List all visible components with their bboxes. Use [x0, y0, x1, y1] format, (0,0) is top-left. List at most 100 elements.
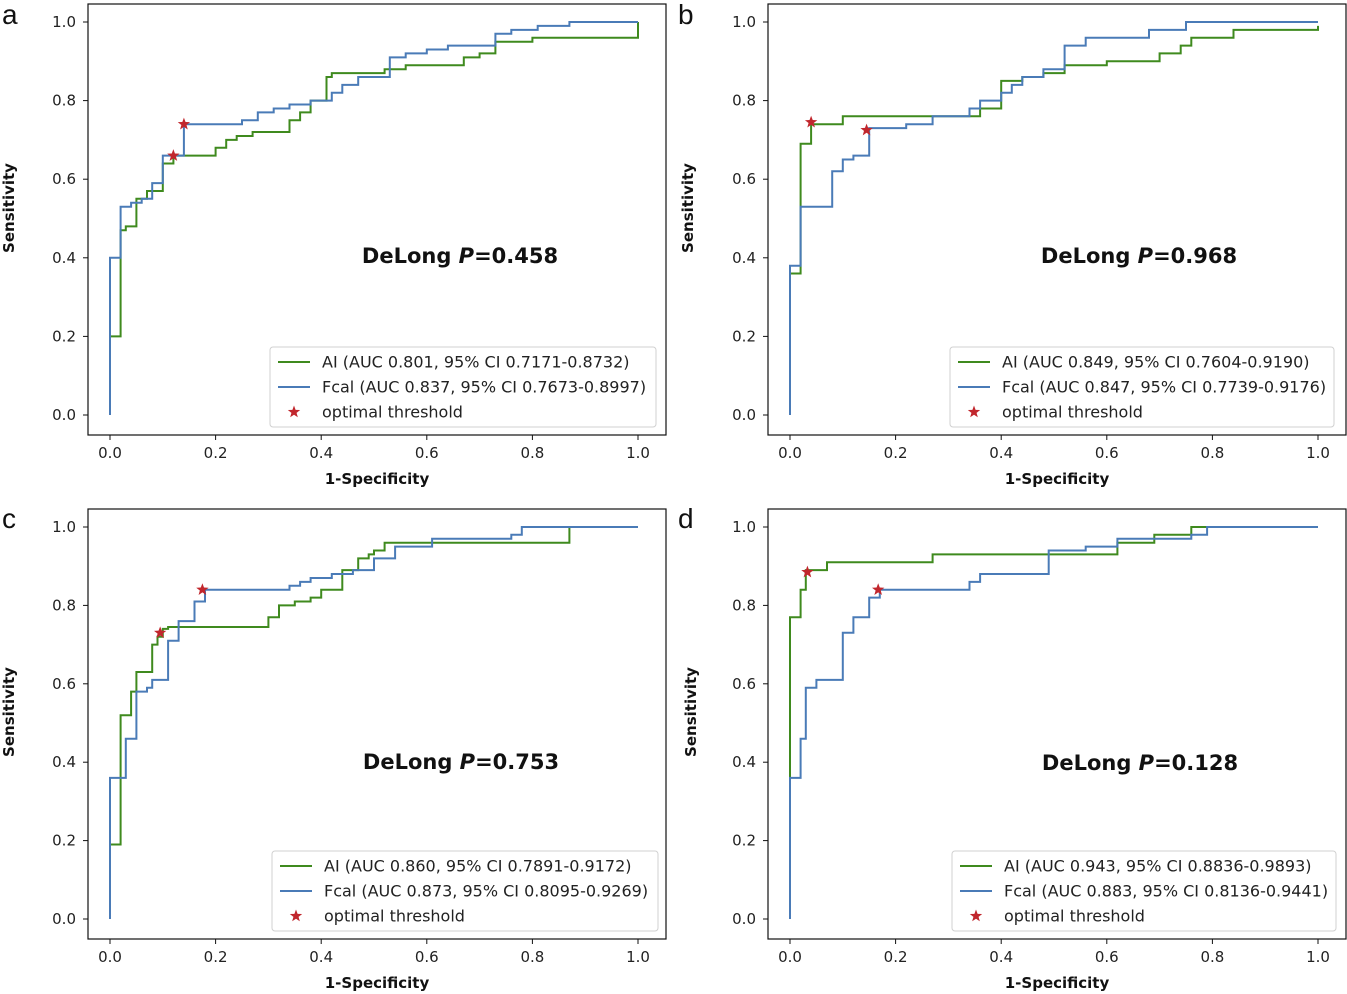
legend-entry-fcal: Fcal (AUC 0.847, 95% CI 0.7739-0.9176) [1002, 378, 1326, 397]
x-tick-label: 0.2 [204, 948, 228, 966]
roc-line-fcal [109, 21, 638, 415]
y-tick-label: 0.6 [52, 170, 76, 188]
y-tick-label: 1.0 [52, 518, 76, 536]
y-tick-label: 0.0 [732, 910, 756, 928]
delong-annotation: DeLong P=0.128 [1042, 751, 1238, 775]
x-tick-label: 1.0 [1306, 948, 1330, 966]
x-tick-label: 0.8 [520, 948, 544, 966]
panel-d: d 0.0 0.2 0.4 0.6 0.8 1.0 0.0 0.2 0.4 0.6 0.8 1.0 1-S… [678, 503, 1347, 992]
y-axis-label: Sensitivity [679, 163, 697, 253]
x-tick-label: 0.4 [989, 948, 1013, 966]
y-tick-label: 0.2 [732, 832, 756, 850]
legend-box [949, 346, 1335, 428]
x-tick-label: 0.4 [309, 948, 333, 966]
threshold-star-fcal [860, 123, 873, 136]
panel-letter: b [678, 0, 694, 30]
x-tick-label: 0.2 [884, 948, 908, 966]
delong-annotation: DeLong P=0.753 [363, 750, 559, 774]
x-axis-label: 1-Specificity [1005, 974, 1110, 992]
y-tick-label: 1.0 [732, 518, 756, 536]
y-tick-label: 0.0 [732, 406, 756, 424]
x-tick-label: 0.6 [1095, 444, 1119, 462]
y-tick-label: 0.8 [732, 596, 756, 614]
legend-entry-threshold: optimal threshold [324, 907, 465, 926]
x-tick-label: 0.0 [778, 948, 802, 966]
x-tick-label: 0.4 [989, 444, 1013, 462]
y-tick-label: 0.8 [52, 596, 76, 614]
x-axis-label: 1-Specificity [325, 470, 430, 488]
legend-entry-ai: AI (AUC 0.849, 95% CI 0.7604-0.9190) [1002, 353, 1310, 372]
y-tick-label: 0.2 [52, 832, 76, 850]
legend-box [951, 850, 1337, 932]
legend-star-icon [969, 909, 983, 922]
y-axis-label: Sensitivity [0, 667, 18, 757]
legend-star-icon [287, 405, 301, 418]
axes-frame [767, 508, 1347, 940]
legend-entry-threshold: optimal threshold [1002, 403, 1143, 422]
panel-a: a 0.0 0.2 0.4 0.6 0.8 1.0 0.0 0.2 0.4 0.6 0.8 1.0 1-S… [0, 0, 667, 488]
threshold-star-fcal [871, 583, 885, 595]
legend: AI (AUC 0.860, 95% CI 0.7891-0.9172) Fcal… [271, 850, 659, 932]
delong-annotation: DeLong P=0.458 [362, 244, 558, 268]
x-tick-label: 0.8 [1200, 948, 1224, 966]
threshold-star-fcal [177, 117, 191, 130]
axes-frame [767, 3, 1347, 436]
y-tick-label: 0.4 [732, 249, 756, 267]
legend: AI (AUC 0.943, 95% CI 0.8836-0.9893) Fcal… [951, 850, 1337, 932]
x-tick-label: 0.0 [98, 444, 122, 462]
legend-entry-ai: AI (AUC 0.801, 95% CI 0.7171-0.8732) [322, 353, 630, 372]
axes-frame [87, 3, 667, 436]
legend-entry-fcal: Fcal (AUC 0.873, 95% CI 0.8095-0.9269) [324, 882, 648, 901]
y-tick-label: 0.4 [52, 753, 76, 771]
legend-box [271, 850, 659, 932]
x-tick-label: 0.4 [309, 444, 333, 462]
y-tick-label: 0.0 [52, 910, 76, 928]
y-tick-label: 1.0 [52, 13, 76, 31]
legend: AI (AUC 0.849, 95% CI 0.7604-0.9190) Fcal… [949, 346, 1335, 428]
x-tick-label: 0.0 [98, 948, 122, 966]
y-tick-label: 0.2 [52, 327, 76, 345]
roc-line-fcal [109, 526, 638, 919]
y-tick-label: 0.4 [732, 753, 756, 771]
roc-line-fcal [789, 21, 1318, 415]
y-tick-label: 0.4 [52, 249, 76, 267]
legend-entry-threshold: optimal threshold [322, 403, 463, 422]
y-axis-label: Sensitivity [0, 163, 18, 253]
x-axis-label: 1-Specificity [1005, 470, 1110, 488]
threshold-star-ai [804, 115, 818, 128]
x-tick-label: 0.8 [1200, 444, 1224, 462]
threshold-star-fcal [196, 583, 209, 595]
axes-frame [87, 508, 667, 940]
legend-entry-fcal: Fcal (AUC 0.883, 95% CI 0.8136-0.9441) [1004, 882, 1328, 901]
legend-entry-threshold: optimal threshold [1004, 907, 1145, 926]
legend-entry-ai: AI (AUC 0.943, 95% CI 0.8836-0.9893) [1004, 857, 1312, 876]
x-tick-label: 0.6 [1095, 948, 1119, 966]
y-tick-label: 0.6 [52, 675, 76, 693]
panel-letter: a [2, 0, 18, 30]
x-tick-label: 0.2 [204, 444, 228, 462]
x-axis-label: 1-Specificity [325, 974, 430, 992]
x-tick-label: 1.0 [1306, 444, 1330, 462]
x-tick-label: 0.2 [884, 444, 908, 462]
panel-letter: c [2, 503, 16, 534]
legend-star-icon [289, 909, 303, 922]
threshold-star-ai [801, 565, 814, 578]
roc-line-ai [109, 526, 638, 919]
y-axis-label: Sensitivity [682, 667, 700, 757]
y-tick-label: 0.6 [732, 675, 756, 693]
y-tick-label: 0.8 [52, 92, 76, 110]
y-tick-label: 0.6 [732, 170, 756, 188]
panel-c: c 0.0 0.2 0.4 0.6 0.8 1.0 0.0 0.2 0.4 0.6 0.8 1.0 1-S… [0, 503, 667, 992]
legend-entry-ai: AI (AUC 0.860, 95% CI 0.7891-0.9172) [324, 857, 632, 876]
threshold-star-ai [153, 626, 167, 639]
y-tick-label: 0.2 [732, 327, 756, 345]
legend-entry-fcal: Fcal (AUC 0.837, 95% CI 0.7673-0.8997) [322, 378, 646, 397]
x-tick-label: 0.6 [415, 948, 439, 966]
legend: AI (AUC 0.801, 95% CI 0.7171-0.8732) Fcal… [269, 346, 657, 428]
legend-box [269, 346, 657, 428]
legend-star-icon [967, 405, 981, 418]
y-tick-label: 1.0 [732, 13, 756, 31]
x-tick-label: 0.0 [778, 444, 802, 462]
y-tick-label: 0.8 [732, 92, 756, 110]
